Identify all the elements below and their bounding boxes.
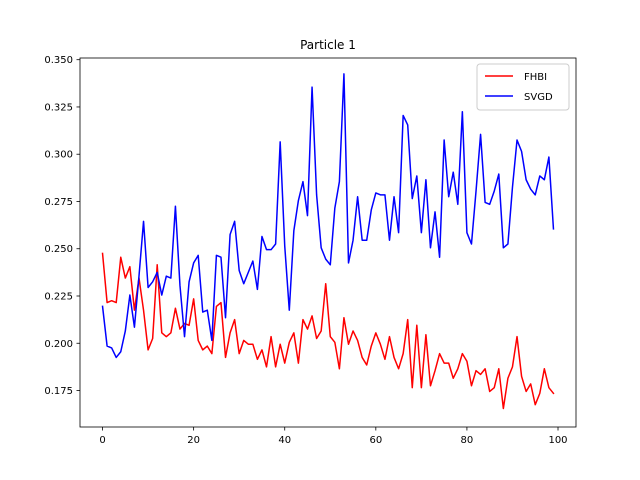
x-tick-label: 40: [278, 435, 291, 446]
legend-label-svgd: SVGD: [524, 92, 553, 103]
axes-layer: 0 20 40 60 80 100 0.175 0.200 0.225 0.250 0.275 0.3…: [44, 55, 577, 446]
y-tick-label: 0.350: [44, 55, 73, 66]
series-line-svgd: [101, 73, 555, 359]
x-tick-label: 0: [99, 435, 105, 446]
legend: FHBI SVGD: [476, 63, 570, 111]
plot-frame: [79, 57, 577, 428]
x-tick-label: 60: [369, 435, 382, 446]
series-layer: [101, 73, 555, 410]
series-line-fhbi: [101, 252, 555, 410]
legend-label-fhbi: FHBI: [524, 72, 547, 83]
y-tick-label: 0.275: [44, 197, 73, 208]
x-tick-label: 100: [548, 435, 567, 446]
legend-box: [476, 63, 570, 111]
y-tick-label: 0.300: [44, 150, 73, 161]
y-tick-label: 0.325: [44, 102, 73, 113]
chart-title: Particle 1: [300, 38, 356, 52]
y-tick-label: 0.250: [44, 244, 73, 255]
y-tick-label: 0.200: [44, 339, 73, 350]
y-tick-label: 0.175: [44, 386, 73, 397]
x-tick-label: 20: [187, 435, 200, 446]
x-tick-label: 80: [461, 435, 474, 446]
y-tick-label: 0.225: [44, 291, 73, 302]
